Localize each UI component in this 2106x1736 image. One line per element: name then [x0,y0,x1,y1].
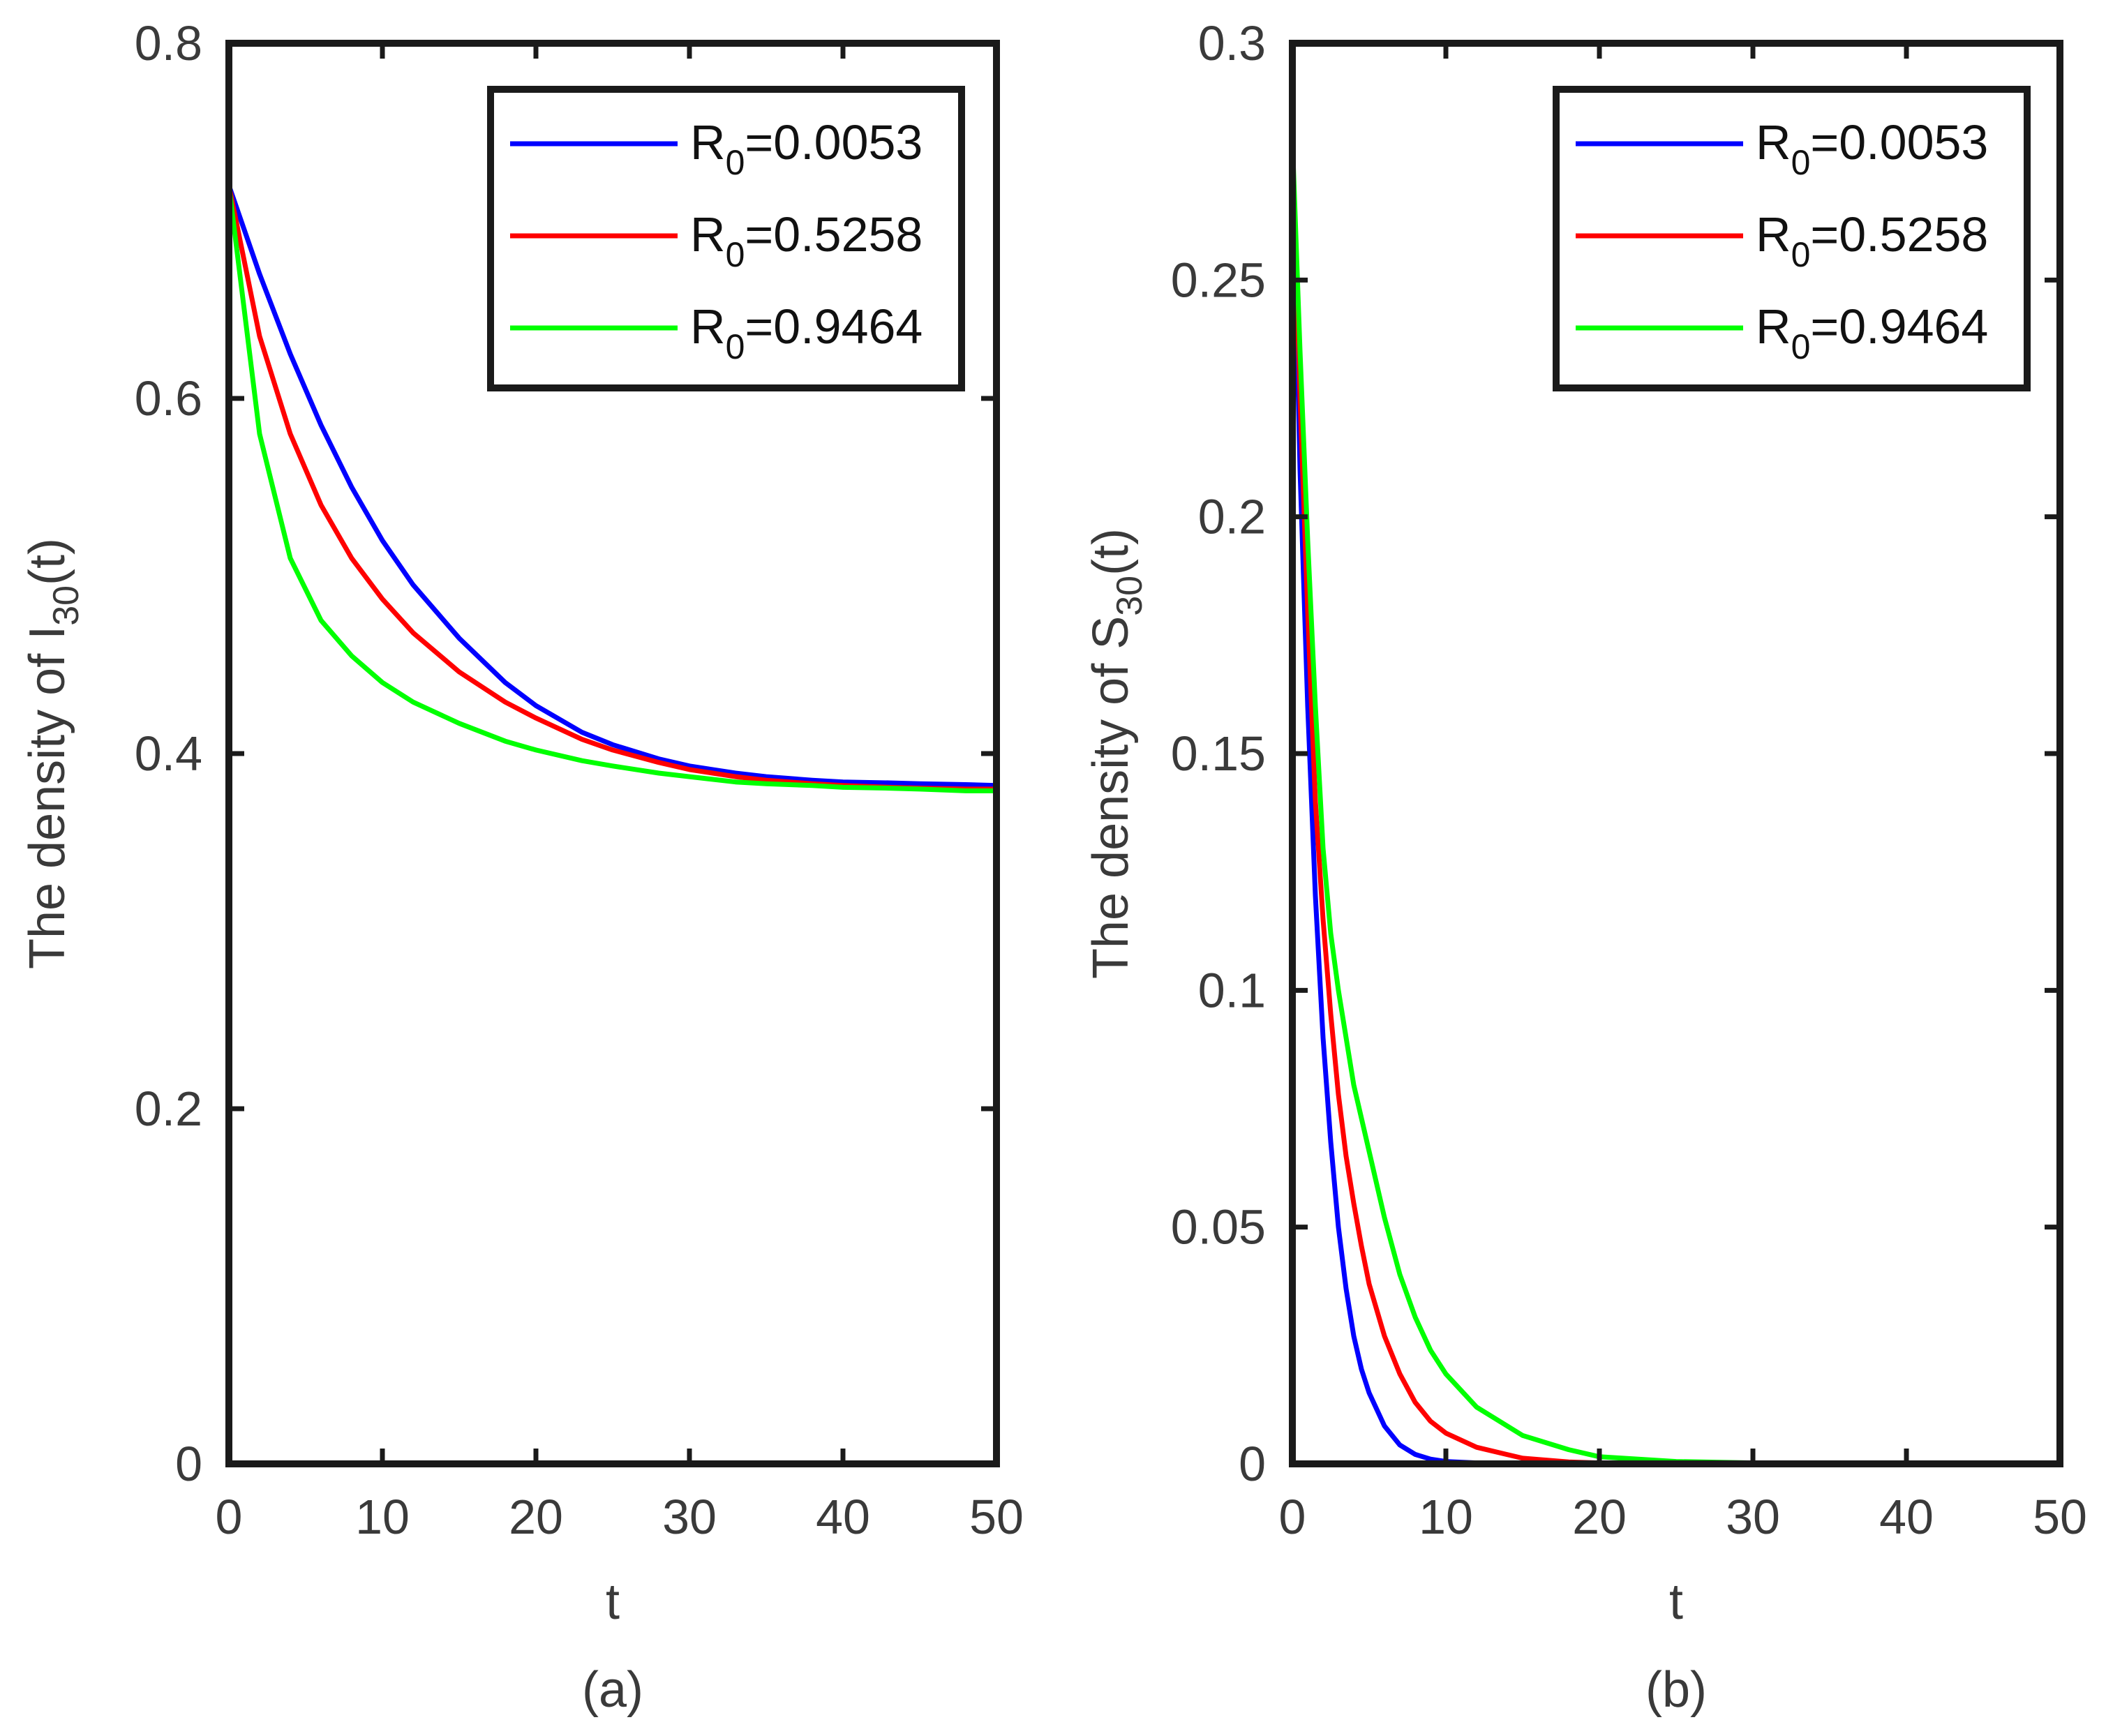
legend-item: R0=0.5258 [1576,207,1988,274]
y-tick-label: 0.8 [135,16,202,70]
series-line-0_9464 [1292,137,2060,1464]
legend-box [487,86,965,391]
x-tick-label: 0 [1279,1490,1306,1544]
x-tick-label: 50 [2033,1490,2087,1544]
x-tick-label: 30 [1726,1490,1780,1544]
x-tick-label: 20 [1572,1490,1627,1544]
legend-label-base: R [1756,207,1791,262]
legend-label-value: =0.5258 [1810,207,1988,262]
y-label-subscript: 30 [1110,576,1150,616]
legend-label-value: =0.9464 [1810,299,1988,354]
legend-box [1553,86,2031,391]
x-tick-label: 50 [969,1490,1024,1544]
legend-label-subscript: 0 [1791,235,1811,274]
y-label-suffix: (t) [1083,528,1139,576]
y-label-suffix: (t) [20,538,75,585]
legend-label-value: =0.9464 [745,299,923,354]
legend-label-subscript: 0 [726,327,745,366]
legend-label: R0=0.9464 [690,299,923,366]
legend-label-subscript: 0 [1791,143,1811,182]
y-axis-label: The density of S30(t) [1083,528,1150,979]
legend-label-base: R [1756,115,1791,170]
legend-label-base: R [690,207,726,262]
y-tick-label: 0.4 [135,726,202,781]
legend-label-subscript: 0 [726,235,745,274]
legend-item: R0=0.9464 [1576,299,1988,366]
x-tick-label: 0 [216,1490,243,1544]
x-tick-label: 20 [509,1490,563,1544]
y-tick-label: 0.2 [135,1082,202,1136]
x-tick-label: 10 [1419,1490,1473,1544]
x-axis-label: t [1669,1574,1683,1630]
legend-label: R0=0.5258 [1756,207,1988,274]
series-line-0_0053 [229,184,996,788]
legend-label-subscript: 0 [726,143,745,182]
panel-label: (b) [1645,1662,1707,1718]
y-label-subscript: 30 [46,585,87,626]
y-tick-label: 0.15 [1171,726,1266,781]
legend-label: R0=0.0053 [690,115,923,182]
legend-label-value: =0.0053 [745,115,923,170]
y-tick-label: 0.3 [1198,16,1266,70]
y-tick-label: 0.6 [135,371,202,426]
y-tick-label: 0 [175,1437,202,1491]
y-tick-label: 0.2 [1198,490,1266,544]
panel-a: 0 10 20 30 40 50 0 0.2 0.4 0.6 0.8 t (a) The density … [20,16,1024,1718]
y-tick-label: 0.05 [1171,1200,1266,1255]
legend-label-value: =0.5258 [745,207,923,262]
x-tick-label: 40 [816,1490,870,1544]
x-tick-label: 30 [662,1490,717,1544]
legend-label-base: R [690,299,726,354]
y-label-text: The density of S [1083,616,1139,979]
legend-label-base: R [1756,299,1791,354]
legend-item: R0=0.9464 [510,299,923,366]
x-tick-label: 10 [355,1490,410,1544]
series-line-0_9464 [229,185,996,793]
legend-item: R0=0.0053 [510,115,923,182]
panel-label: (a) [582,1662,643,1718]
series-line-0_0053 [1292,137,2060,1464]
legend-label-base: R [690,115,726,170]
x-axis-label: t [606,1574,620,1630]
legend-item: R0=0.0053 [1576,115,1988,182]
y-label-text: The density of I [20,626,75,969]
y-tick-label: 0 [1239,1437,1266,1491]
legend-label-subscript: 0 [1791,327,1811,366]
y-tick-label: 0.1 [1198,963,1266,1017]
legend-item: R0=0.5258 [510,207,923,274]
series-group [229,184,996,793]
legend-label: R0=0.5258 [690,207,923,274]
legend-label: R0=0.0053 [1756,115,1988,182]
x-tick-label: 40 [1879,1490,1934,1544]
y-axis-label: The density of I30(t) [20,538,87,969]
y-tick-label: 0.25 [1171,253,1266,307]
legend-label-value: =0.0053 [1810,115,1988,170]
panel-b: 0 10 20 30 40 50 0 0.05 0.1 0.15 0.2 0.25 0.3 t (b) The… [1083,16,2087,1718]
legend-label: R0=0.9464 [1756,299,1988,366]
